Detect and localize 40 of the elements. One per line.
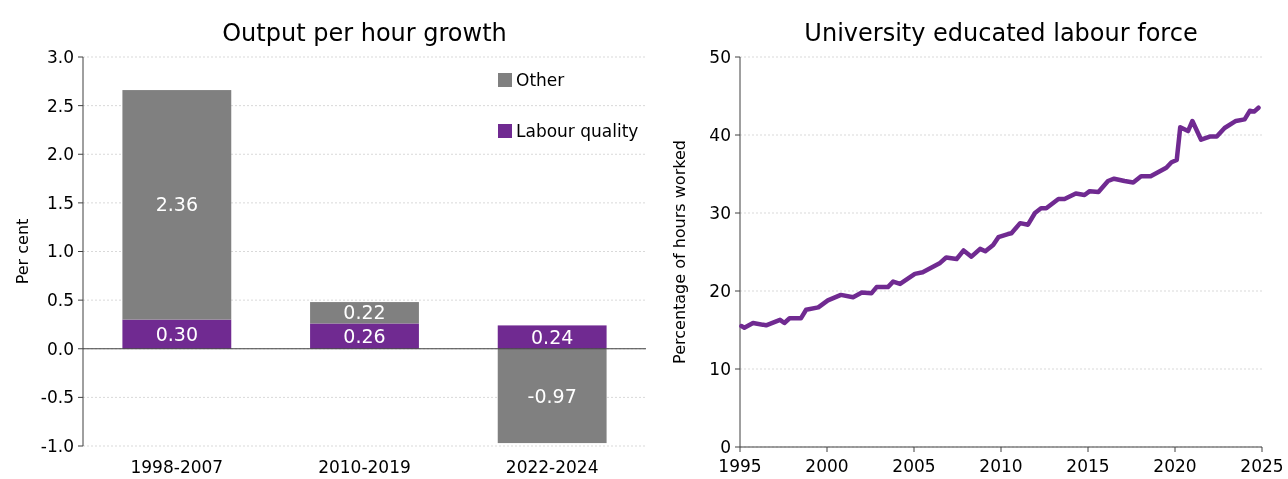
x-tick-label: 2015: [1066, 456, 1110, 476]
data-label: 0.26: [343, 324, 386, 347]
data-label: -0.97: [527, 384, 577, 407]
bar: [122, 90, 232, 320]
y-axis-title: Per cent: [13, 218, 32, 285]
x-tick-label: 1998-2007: [130, 457, 224, 477]
y-tick-label: 10: [709, 358, 731, 379]
y-tick-label: 2.0: [46, 144, 74, 165]
y-axis-title: Percentage of hours worked: [670, 140, 689, 364]
y-tick-label: -1.0: [40, 435, 74, 456]
y-tick-label: 40: [709, 124, 731, 145]
chart-title: University educated labour force: [804, 19, 1198, 47]
x-tick-label: 2010-2019: [318, 457, 411, 477]
data-label: 0.24: [531, 325, 574, 348]
legend-label: Other: [516, 69, 565, 90]
y-tick-label: 3.0: [46, 46, 74, 67]
y-tick-label: 0.0: [46, 338, 74, 359]
line-series: [739, 105, 1261, 330]
x-tick-label: 2020: [1153, 456, 1197, 476]
y-tick-label: 1.5: [46, 192, 74, 213]
y-tick-label: 0.5: [46, 290, 74, 311]
x-tick-label: 2000: [805, 456, 849, 476]
chart-title: Output per hour growth: [222, 19, 507, 47]
y-tick-label: 2.5: [46, 95, 74, 116]
x-tick-label: 2010: [979, 456, 1023, 476]
legend-label: Labour quality: [516, 120, 639, 141]
x-tick-label: 1995: [718, 456, 762, 476]
x-tick-label: 2025: [1240, 456, 1284, 476]
data-label: 2.36: [155, 193, 198, 216]
data-label: 0.22: [343, 301, 386, 324]
y-tick-label: 1.0: [46, 241, 74, 262]
y-tick-label: 20: [709, 280, 731, 301]
y-tick-label: 0: [720, 436, 731, 457]
x-tick-label: 2005: [892, 456, 936, 476]
y-tick-label: 50: [709, 46, 731, 67]
y-tick-label: -0.5: [40, 387, 74, 408]
y-tick-label: 30: [709, 202, 731, 223]
bar: [497, 348, 607, 444]
data-label: 0.30: [155, 322, 198, 345]
x-tick-label: 2022-2024: [505, 457, 599, 477]
